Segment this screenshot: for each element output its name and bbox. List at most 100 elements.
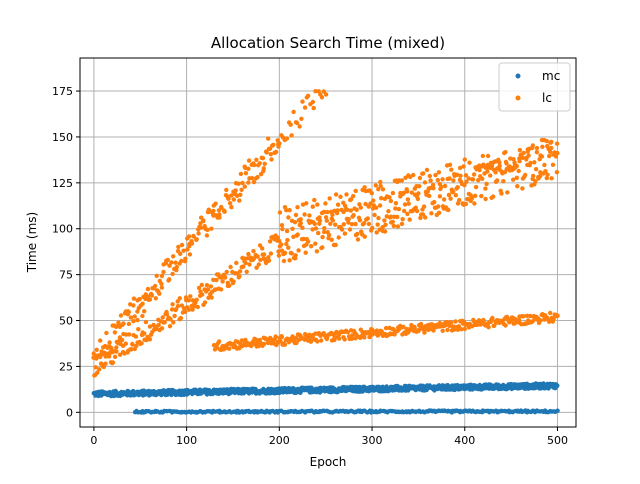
lc-point [145,286,151,292]
lc-point [418,215,423,221]
lc-point [488,160,494,166]
lc-point [362,234,367,239]
lc-point [336,336,342,341]
lc-point [477,167,482,173]
y-tick-label: 175 [52,85,73,98]
lc-point [451,178,456,183]
lc-point [159,326,165,331]
lc-point [476,318,482,323]
lc-point [433,172,438,178]
lc-point [456,324,462,329]
lc-point [421,204,427,209]
lc-point [229,193,234,198]
lc-point [342,337,347,342]
lc-point [114,345,119,350]
lc-point [209,226,214,231]
lc-point [325,209,330,215]
lc-point [486,325,491,330]
y-tick-label: 25 [59,360,73,373]
lc-point [464,179,469,184]
lc-point [258,257,263,262]
lc-point [393,206,398,211]
lc-point [545,143,550,149]
lc-point [449,167,454,172]
lc-point [255,254,260,259]
lc-point [406,201,411,206]
lc-point [254,157,259,162]
lc-point [393,201,399,206]
lc-point [167,324,173,329]
lc-point [175,303,181,309]
lc-point [227,283,232,288]
lc-point [308,219,313,224]
lc-point [284,241,289,247]
lc-point [313,241,318,246]
lc-point [147,337,153,342]
lc-point [273,334,278,339]
lc-point [341,209,346,215]
lc-point [181,248,186,253]
lc-point [388,214,394,219]
lc-point [347,227,353,232]
lc-point [129,347,134,352]
lc-point [107,340,112,345]
lc-point [483,196,488,202]
lc-point [251,256,257,261]
lc-point [308,339,314,344]
y-tick-label: 150 [52,131,73,144]
lc-point [316,230,321,236]
lc-point [324,218,329,223]
lc-point [427,193,432,199]
lc-point [238,192,243,197]
y-tick-label: 0 [66,406,73,419]
lc-point [540,144,545,149]
lc-point [528,160,533,166]
lc-point [490,315,495,321]
lc-point [186,234,192,239]
lc-point [287,258,292,263]
lc-point [520,186,525,191]
lc-point [303,250,308,255]
lc-point [370,225,375,231]
lc-point [267,239,273,244]
lc-point [134,343,139,349]
lc-point [101,364,107,370]
lc-point [542,162,547,168]
lc-point [321,229,327,235]
lc-point [238,171,244,177]
lc-point [314,249,320,254]
lc-point [501,179,506,184]
lc-point [353,221,358,227]
lc-point [349,336,355,341]
lc-point [194,237,199,242]
lc-point [266,136,271,141]
lc-point [469,195,475,201]
lc-point [363,201,368,207]
lc-point [386,209,391,214]
lc-point [260,246,265,251]
lc-point [284,208,289,213]
lc-point [421,171,426,176]
lc-point [164,312,170,317]
lc-point [280,226,285,232]
lc-point [362,335,367,340]
lc-point [351,193,356,199]
lc-point [455,185,460,190]
lc-point [206,295,211,300]
lc-point [495,178,500,183]
lc-point [459,327,464,332]
lc-point [131,296,137,301]
lc-point [135,309,140,314]
lc-point [383,222,388,227]
lc-point [436,210,442,215]
lc-point [449,320,454,325]
lc-point [499,191,504,196]
lc-point [511,177,516,182]
axis-ticks: 0 100 200 300 400 500 0 25 50 75 100 125 150 175 [52,85,568,447]
lc-point [405,197,411,202]
lc-point [114,349,119,354]
lc-point [407,217,412,222]
lc-point [346,220,351,225]
lc-point [339,227,345,232]
lc-point [333,192,339,197]
